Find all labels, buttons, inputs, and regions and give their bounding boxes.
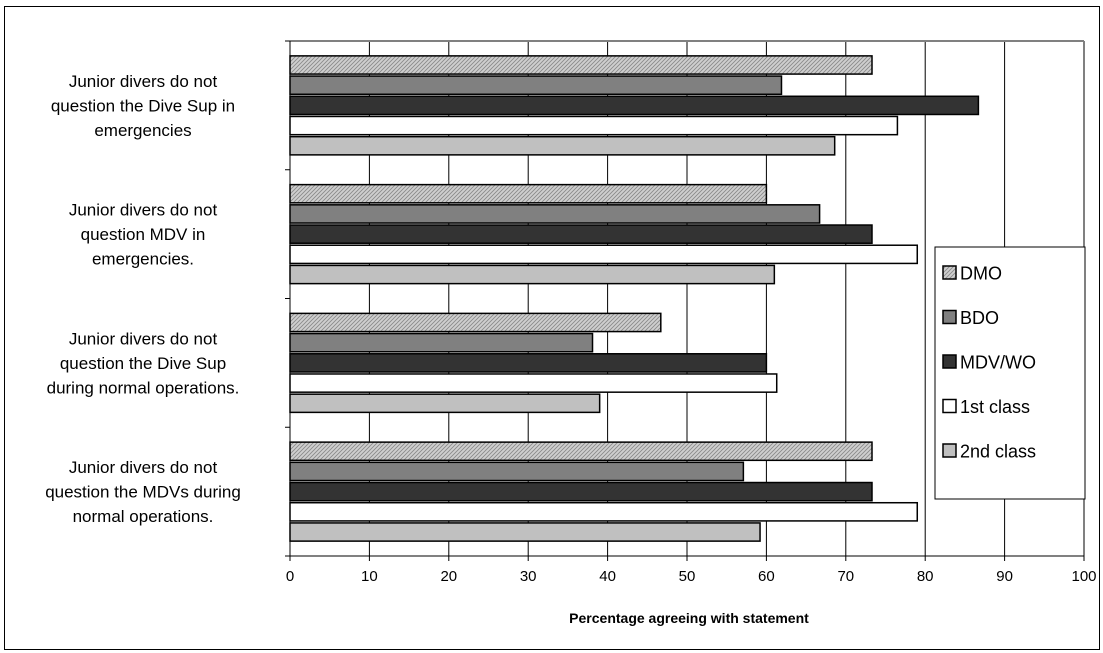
legend-label-1st-class: 1st class <box>960 397 1030 417</box>
bar-mdv-wo-cat2 <box>289 224 873 244</box>
category-label-line: question the MDVs during <box>45 483 241 502</box>
x-tick-label-0: 0 <box>286 568 294 585</box>
bar-2nd-class-cat2 <box>289 264 776 285</box>
legend-swatch-dmo <box>942 265 957 280</box>
chart-frame <box>4 6 1100 650</box>
legend-swatch-2nd-class <box>942 443 957 458</box>
legend-label-bdo: BDO <box>960 308 999 328</box>
bar-bdo-cat1 <box>289 75 783 96</box>
legend-swatch-bdo <box>942 309 957 325</box>
category-label-line: question the Dive Sup in <box>51 96 235 115</box>
x-tick-label-10: 10 <box>361 568 378 585</box>
legend-swatch-mdv-wo <box>942 354 957 369</box>
category-label-line: during normal operations. <box>47 378 240 397</box>
x-tick-label-100: 100 <box>1071 568 1096 585</box>
bar-bdo-cat3 <box>289 332 594 353</box>
x-tick-labels: 0 10 20 30 40 50 60 70 80 90 100 <box>286 568 1097 585</box>
category-label-line: Junior divers do not <box>69 458 218 477</box>
x-axis-title: Percentage agreeing with statement <box>569 610 809 626</box>
legend-label-2nd-class: 2nd class <box>960 442 1036 462</box>
category-label-line: Junior divers do not <box>69 72 218 91</box>
category-label-line: Junior divers do not <box>69 201 218 220</box>
legend-label-mdv-wo: MDV/WO <box>960 353 1036 373</box>
category-label-line: emergencies. <box>92 250 194 269</box>
category-label-line: question MDV in <box>81 225 206 244</box>
x-tick-label-30: 30 <box>520 568 537 585</box>
bar-dmo-cat3 <box>289 312 662 333</box>
bar-mdv-wo-cat3 <box>289 353 768 373</box>
bars <box>289 55 980 542</box>
bar-2nd-class-cat4 <box>289 522 761 542</box>
legend-box <box>934 246 1086 500</box>
category-labels: Junior divers do not question the Dive Su… <box>45 72 241 526</box>
x-tick-label-40: 40 <box>599 568 616 585</box>
x-tick-label-50: 50 <box>679 568 696 585</box>
category-label-3: Junior divers do not question the Dive Su… <box>47 329 240 397</box>
bar-bdo-cat4 <box>289 461 745 482</box>
x-tick-label-80: 80 <box>917 568 934 585</box>
legend-label-dmo: DMO <box>960 264 1002 284</box>
bar-1st-class-cat4 <box>289 501 919 522</box>
bar-1st-class-cat3 <box>289 373 778 393</box>
bar-dmo-cat4 <box>289 441 873 462</box>
bar-mdv-wo-cat1 <box>289 95 980 116</box>
category-label-2: Junior divers do not question MDV in emerg… <box>69 201 218 269</box>
bar-bdo-cat2 <box>289 204 821 224</box>
category-label-line: question the Dive Sup <box>60 354 226 373</box>
category-label-line: Junior divers do not <box>69 329 218 348</box>
bar-dmo-cat2 <box>289 183 768 204</box>
x-tick-label-90: 90 <box>996 568 1013 585</box>
x-tick-label-20: 20 <box>440 568 457 585</box>
bar-1st-class-cat1 <box>289 115 899 136</box>
category-label-1: Junior divers do not question the Dive Su… <box>51 72 235 140</box>
category-label-line: normal operations. <box>73 507 214 526</box>
bar-mdv-wo-cat4 <box>289 481 873 502</box>
bar-dmo-cat1 <box>289 55 873 75</box>
x-tick-label-60: 60 <box>758 568 775 585</box>
category-label-line: emergencies <box>94 121 191 140</box>
bar-1st-class-cat2 <box>289 244 919 265</box>
x-tick-label-70: 70 <box>837 568 854 585</box>
category-label-4: Junior divers do not question the MDVs du… <box>45 458 241 526</box>
legend: DMO BDO MDV/WO 1st class 2nd class <box>934 246 1086 500</box>
bar-2nd-class-cat3 <box>289 393 601 414</box>
bar-2nd-class-cat1 <box>289 135 836 156</box>
legend-swatch-1st-class <box>942 398 957 414</box>
